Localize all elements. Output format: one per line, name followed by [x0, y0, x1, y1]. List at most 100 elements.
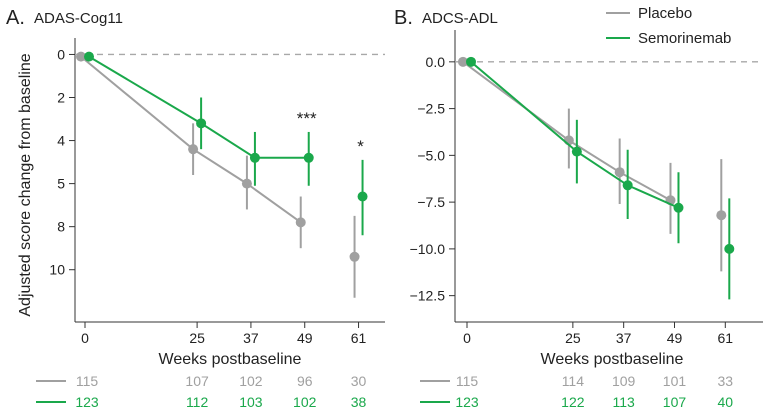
n-at-risk-placebo: 102	[239, 373, 263, 389]
n-at-risk-semorinemab: 102	[293, 394, 317, 410]
panel-b-y-tick: −7.5	[417, 194, 455, 210]
panel-b-y-tick: −12.5	[410, 288, 455, 304]
panel-b-x-tick: 61	[718, 322, 734, 346]
panel-b-title: ADCS-ADL	[422, 10, 498, 27]
panel-b: B. ADCS-ADL Weeks postbaseline 0.0 −2.5 …	[394, 7, 763, 410]
panel-a-y-tick-label: 5	[57, 176, 65, 192]
panel-a-x-tick-label: 25	[189, 330, 205, 346]
panel-b-x-tick: 25	[565, 322, 581, 346]
panel-a-y-tick: 10	[49, 262, 75, 278]
panel-b-x-tick: 0	[463, 322, 471, 346]
n-at-risk-placebo: 101	[663, 373, 687, 389]
panel-a-x-tick-label: 37	[243, 330, 259, 346]
placebo-point	[614, 167, 625, 178]
panel-b-label: B.	[394, 7, 413, 29]
semorinemab-point	[249, 152, 260, 163]
placebo-point	[716, 210, 727, 221]
panel-a-x-tick: 49	[297, 322, 313, 346]
panel-b-x-tick-label: 61	[718, 330, 734, 346]
panel-a-y-tick: 4	[57, 133, 75, 149]
panel-b-x-tick-label: 25	[565, 330, 581, 346]
placebo-point	[241, 178, 252, 189]
placebo-point	[188, 144, 199, 155]
n-at-risk-semorinemab: 38	[351, 394, 367, 410]
panel-b-x-tick-label: 37	[616, 330, 632, 346]
n-at-risk-placebo: 107	[185, 373, 209, 389]
semorinemab-point	[357, 191, 368, 202]
panel-b-y-tick-label: −7.5	[417, 194, 445, 210]
panel-a-x-tick-label: 0	[81, 330, 89, 346]
n-at-risk-semorinemab: 40	[718, 394, 734, 410]
panel-a-title: ADAS-Cog11	[34, 10, 123, 27]
semorinemab-series	[84, 51, 368, 236]
semorinemab-point	[622, 180, 633, 191]
panel-a-x-tick-label: 49	[297, 330, 313, 346]
semorinemab-point	[571, 146, 582, 157]
panel-a-ylabel: Adjusted score change from baseline	[17, 53, 34, 316]
panel-a-y-tick: 0	[57, 46, 75, 62]
panel-b-xlabel: Weeks postbaseline	[541, 351, 684, 368]
panel-a-y-tick: 8	[57, 219, 75, 235]
legend-placebo-label: Placebo	[638, 5, 692, 22]
panel-b-y-tick-label: −10.0	[410, 241, 446, 257]
panel-a-y-tick-label: 2	[57, 90, 65, 106]
semorinemab-line	[470, 61, 679, 209]
panel-b-x-tick: 49	[667, 322, 683, 346]
placebo-series	[76, 51, 360, 298]
n-at-risk-semorinemab: 123	[455, 394, 479, 410]
semorinemab-point	[196, 118, 207, 129]
panel-a: A. ADAS-Cog11 Adjusted score change from…	[6, 7, 385, 410]
panel-b-x-tick: 37	[616, 322, 632, 346]
semorinemab-line	[88, 55, 309, 159]
panel-a-x-tick: 61	[351, 322, 367, 346]
panel-a-y-tick-label: 4	[57, 133, 65, 149]
placebo-point	[349, 251, 360, 262]
placebo-line	[80, 55, 302, 224]
panel-b-y-tick-label: −12.5	[410, 288, 446, 304]
semorinemab-point	[84, 51, 94, 62]
semorinemab-point	[303, 152, 314, 163]
placebo-point	[458, 56, 468, 67]
panel-b-y-tick-label: 0.0	[426, 54, 446, 70]
panel-b-y-tick: −2.5	[417, 101, 455, 117]
panel-a-x-tick: 0	[81, 322, 89, 346]
n-at-risk-placebo: 33	[718, 373, 734, 389]
panel-b-y-tick-label: −2.5	[417, 101, 445, 117]
panel-b-y-tick: −5.0	[417, 147, 455, 163]
panel-a-x-tick: 37	[243, 322, 259, 346]
n-at-risk-semorinemab: 112	[186, 394, 209, 410]
semorinemab-point	[673, 202, 684, 213]
panel-a-x-tick: 25	[189, 322, 205, 346]
placebo-point	[76, 51, 86, 62]
n-at-risk-placebo: 115	[76, 373, 99, 389]
panel-a-x-tick-label: 61	[351, 330, 367, 346]
panel-a-y-tick-label: 8	[57, 219, 65, 235]
panel-a-label: A.	[6, 7, 25, 29]
significance-annotation: ***	[297, 109, 317, 128]
semorinemab-point	[724, 243, 735, 254]
n-at-risk-semorinemab: 122	[561, 394, 585, 410]
legend: Placebo Semorinemab	[606, 5, 731, 47]
placebo-series	[458, 56, 727, 272]
significance-annotation: *	[357, 137, 364, 156]
n-at-risk-semorinemab: 113	[613, 394, 636, 410]
semorinemab-series	[466, 56, 735, 300]
placebo-point	[295, 217, 306, 228]
semorinemab-point	[466, 56, 476, 67]
legend-semorinemab-label: Semorinemab	[638, 30, 731, 47]
panel-b-x-tick-label: 49	[667, 330, 683, 346]
panel-a-y-tick-label: 10	[49, 262, 65, 278]
n-at-risk-placebo: 109	[612, 373, 636, 389]
panel-a-y-tick-label: 0	[57, 46, 65, 62]
n-at-risk-placebo: 115	[456, 373, 479, 389]
panel-b-y-tick-label: −5.0	[417, 147, 445, 163]
panel-b-x-tick-label: 0	[463, 330, 471, 346]
n-at-risk-placebo: 96	[297, 373, 313, 389]
n-at-risk-placebo: 114	[562, 373, 585, 389]
panel-a-y-tick: 2	[57, 90, 75, 106]
panel-b-y-tick: 0.0	[426, 54, 455, 70]
panel-a-y-tick: 5	[57, 176, 75, 192]
panel-b-y-tick: −10.0	[410, 241, 455, 257]
n-at-risk-semorinemab: 103	[239, 394, 263, 410]
